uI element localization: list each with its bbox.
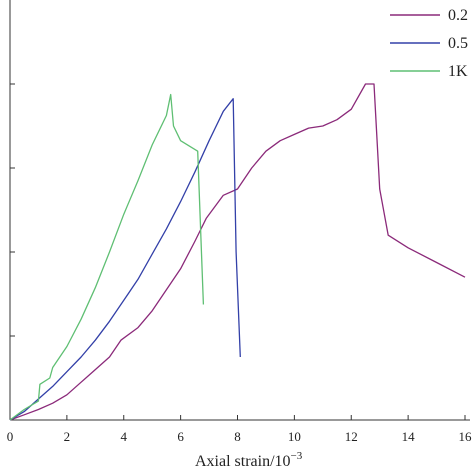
x-tick-label: 12 <box>345 429 358 444</box>
x-axis-title-text: Axial strain/10 <box>195 453 291 470</box>
x-axis-tick-labels: 0 2 4 6 8 10 12 14 16 <box>7 429 472 444</box>
y-axis-ticks <box>10 83 15 421</box>
x-tick-label: 2 <box>64 429 71 444</box>
x-tick-label: 10 <box>288 429 301 444</box>
x-axis-ticks <box>9 415 466 420</box>
legend-label: 0.2 <box>448 7 468 24</box>
x-axis-title: Axial strain/10−3 <box>195 450 303 470</box>
series-line-1 <box>9 83 466 421</box>
legend-item-1: 0.2 <box>390 7 468 24</box>
legend-item-2: 0.5 <box>390 35 468 52</box>
series-line-2 <box>9 98 241 421</box>
series-lines <box>9 83 466 421</box>
x-tick-label: 6 <box>177 429 184 444</box>
legend-item-3: 1K <box>390 63 468 80</box>
x-tick-label: 8 <box>234 429 241 444</box>
x-axis-title-exponent: −3 <box>291 450 303 462</box>
x-tick-label: 0 <box>7 429 14 444</box>
legend-label: 1K <box>448 63 468 80</box>
legend: 0.2 0.5 1K <box>390 7 468 80</box>
legend-label: 0.5 <box>448 35 468 52</box>
x-tick-label: 4 <box>121 429 128 444</box>
x-tick-label: 14 <box>402 429 416 444</box>
plot-area: 0 2 4 6 8 10 12 14 16 <box>7 0 472 444</box>
x-tick-label: 16 <box>459 429 473 444</box>
series-line-3 <box>9 93 205 421</box>
